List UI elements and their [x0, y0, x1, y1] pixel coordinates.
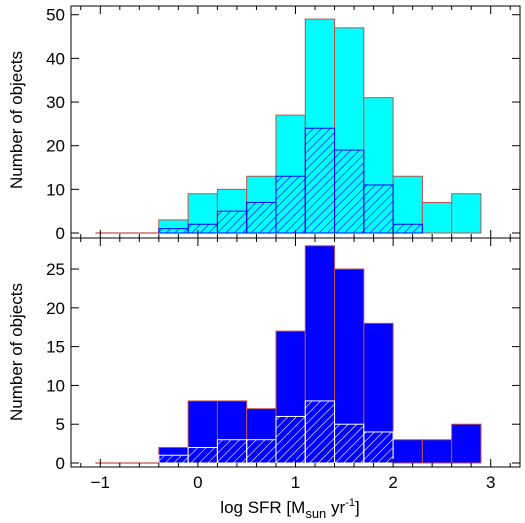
top-ticks [71, 6, 520, 238]
y-tick-label: 0 [56, 224, 65, 243]
hatched-bar [187, 446, 218, 464]
bottom-histogram-panel: 0 5 10 15 20 25 −1 0 1 2 3 Number of objects log … [7, 237, 521, 521]
y-tick-label: 10 [46, 376, 65, 395]
hatched-bar [392, 223, 423, 234]
y-tick-label: 50 [46, 6, 65, 25]
y-tick-label: 20 [46, 137, 65, 156]
bottom-y-tick-labels: 0 5 10 15 20 25 [46, 260, 65, 473]
hatched-bar [363, 431, 394, 464]
bar [451, 193, 482, 234]
top-histogram-panel: 0 10 20 30 40 50 Number of objects [7, 5, 521, 243]
hatched-bar [275, 415, 306, 464]
hatched-bar [304, 127, 336, 234]
y-tick-label: 40 [46, 49, 65, 68]
bar [392, 439, 423, 464]
hatched-bar [275, 175, 306, 234]
hatched-bar [187, 223, 218, 234]
bar [421, 439, 453, 464]
bottom-y-axis-label: Number of objects [7, 283, 26, 421]
y-tick-label: 0 [56, 454, 65, 473]
top-y-tick-labels: 0 10 20 30 40 50 [46, 6, 65, 243]
y-tick-label: 10 [46, 180, 65, 199]
bottom-hatched-bars [158, 400, 394, 464]
y-tick-label: 30 [46, 93, 65, 112]
x-tick-labels: −1 0 1 2 3 [91, 473, 496, 492]
hatched-bar [304, 400, 336, 464]
hatched-bar [158, 454, 189, 464]
x-tick-label: 0 [193, 473, 202, 492]
x-tick-label: 2 [388, 473, 397, 492]
bar [451, 423, 482, 464]
bar [421, 201, 453, 234]
hatched-bar [246, 201, 277, 234]
hatched-bar [216, 210, 248, 234]
hatched-bar [158, 228, 189, 234]
hatched-bar [216, 439, 248, 464]
x-tick-label: −1 [91, 473, 110, 492]
top-hatched-bars [158, 127, 423, 234]
top-y-axis-label: Number of objects [7, 51, 26, 189]
x-tick-label: 1 [291, 473, 300, 492]
bottom-ticks [71, 238, 520, 467]
hatched-bar [334, 149, 365, 234]
y-tick-label: 25 [46, 260, 65, 279]
x-axis-label: log SFR [Msun yr-1] [220, 497, 359, 521]
y-tick-label: 20 [46, 299, 65, 318]
hatched-bar [363, 184, 394, 234]
y-tick-label: 15 [46, 338, 65, 357]
y-tick-label: 5 [56, 415, 65, 434]
hatched-bar [334, 423, 365, 464]
x-tick-label: 3 [486, 473, 495, 492]
hatched-bar [246, 439, 277, 464]
